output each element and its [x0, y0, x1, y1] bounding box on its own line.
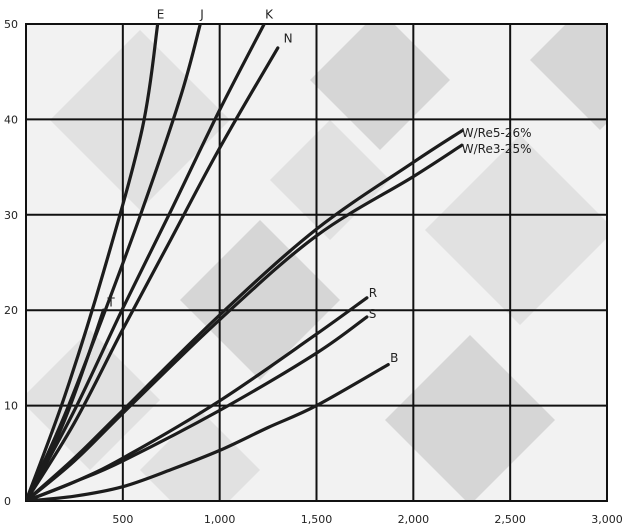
x-tick-label: 3,000: [591, 513, 623, 526]
curve-label: W/Re3-25%: [462, 142, 532, 156]
curve-labels: E J KN T W/Re5-26% W/Re3-25% RS B: [106, 7, 531, 364]
curve-label: J: [199, 7, 204, 21]
y-tick-label: 10: [4, 400, 18, 413]
x-tick-label: 500: [112, 513, 133, 526]
curve-label: E: [157, 7, 165, 21]
curve-label: S: [369, 307, 377, 321]
background-tile: [270, 120, 390, 240]
plot-background: [26, 24, 607, 501]
curve-label: K: [265, 7, 274, 21]
series-line-s: [26, 315, 369, 501]
curves: [26, 24, 464, 501]
series-line-e: [26, 24, 160, 501]
background-tile: [385, 335, 555, 501]
curve-label: R: [369, 286, 377, 300]
background-tile: [425, 135, 607, 325]
background-tile: [530, 24, 607, 130]
tick-labels: 500 1,000 1,500 2,000 2,500 3,000 0 10 20 30 40 50: [4, 18, 623, 526]
series-line-t: [26, 308, 106, 501]
plot-frame: [25, 23, 608, 502]
y-tick-label: 50: [4, 18, 18, 31]
series-line-n: [26, 46, 280, 501]
grid-lines: [25, 23, 608, 502]
x-tick-label: 2,000: [398, 513, 430, 526]
x-tick-label: 2,500: [494, 513, 526, 526]
series-line-j: [26, 24, 202, 501]
curve-label: W/Re5-26%: [462, 126, 532, 140]
x-tick-label: 1,500: [301, 513, 333, 526]
background-tile: [310, 24, 450, 150]
series-line-w-re5-26-: [26, 129, 464, 501]
y-tick-label: 0: [4, 495, 11, 508]
y-tick-label: 30: [4, 209, 18, 222]
y-tick-label: 40: [4, 113, 18, 126]
curve-label: B: [390, 351, 398, 365]
background-tile: [140, 410, 260, 501]
curve-label: T: [106, 296, 115, 310]
y-tick-label: 20: [4, 304, 18, 317]
x-tick-label: 1,000: [204, 513, 236, 526]
series-line-k: [26, 24, 266, 501]
curve-label: N: [284, 31, 293, 45]
series-line-w-re3-25-: [26, 143, 464, 501]
series-line-b: [26, 363, 390, 501]
